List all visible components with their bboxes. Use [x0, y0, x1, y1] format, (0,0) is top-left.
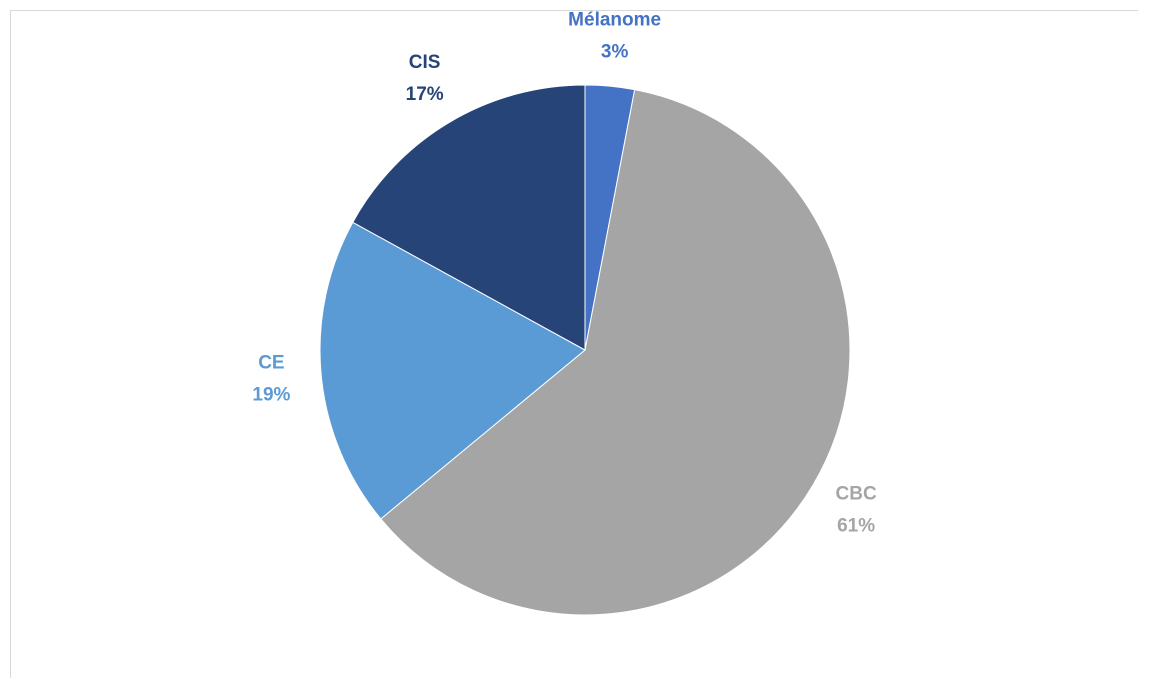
chart-frame — [10, 10, 1139, 678]
pie-slice — [319, 221, 586, 520]
pie-slice — [380, 89, 851, 616]
slice-value-label: 17% — [406, 84, 444, 105]
slice-category-label: CIS — [409, 52, 441, 73]
slice-category-label: CBC — [836, 483, 877, 504]
slice-value-label: 19% — [252, 385, 290, 406]
slice-category-label: CE — [258, 353, 284, 374]
slice-value-label: 3% — [601, 41, 629, 62]
pie-slice — [352, 84, 586, 351]
slice-value-label: 61% — [837, 515, 875, 536]
slice-category-label: Mélanome — [568, 9, 661, 30]
